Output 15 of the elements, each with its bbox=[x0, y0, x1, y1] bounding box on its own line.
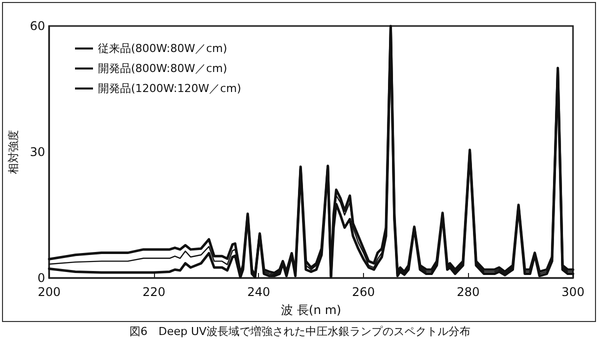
legend-label: 従来品(800W:80W／cm) bbox=[98, 42, 228, 55]
y-tick-label: 60 bbox=[30, 19, 46, 33]
x-tick-label: 280 bbox=[456, 285, 480, 299]
x-tick-label: 200 bbox=[38, 285, 61, 299]
x-tick-label: 220 bbox=[142, 285, 166, 299]
caption: 図6 Deep UV波長域で増強された中圧水銀ランプのスペクトル分布 bbox=[129, 325, 471, 338]
y-axis-title: 相対強度 bbox=[7, 130, 20, 174]
x-tick-label: 260 bbox=[352, 285, 375, 299]
legend-label: 開発品(1200W:120W／cm) bbox=[98, 82, 242, 95]
x-tick-label: 300 bbox=[562, 285, 584, 299]
legend-label: 開発品(800W:80W／cm) bbox=[98, 62, 228, 75]
y-tick-label: 0 bbox=[38, 271, 46, 285]
x-axis-title: 波 長(n m) bbox=[280, 303, 342, 317]
y-tick-label: 30 bbox=[30, 145, 46, 159]
x-tick-label: 240 bbox=[247, 285, 270, 299]
